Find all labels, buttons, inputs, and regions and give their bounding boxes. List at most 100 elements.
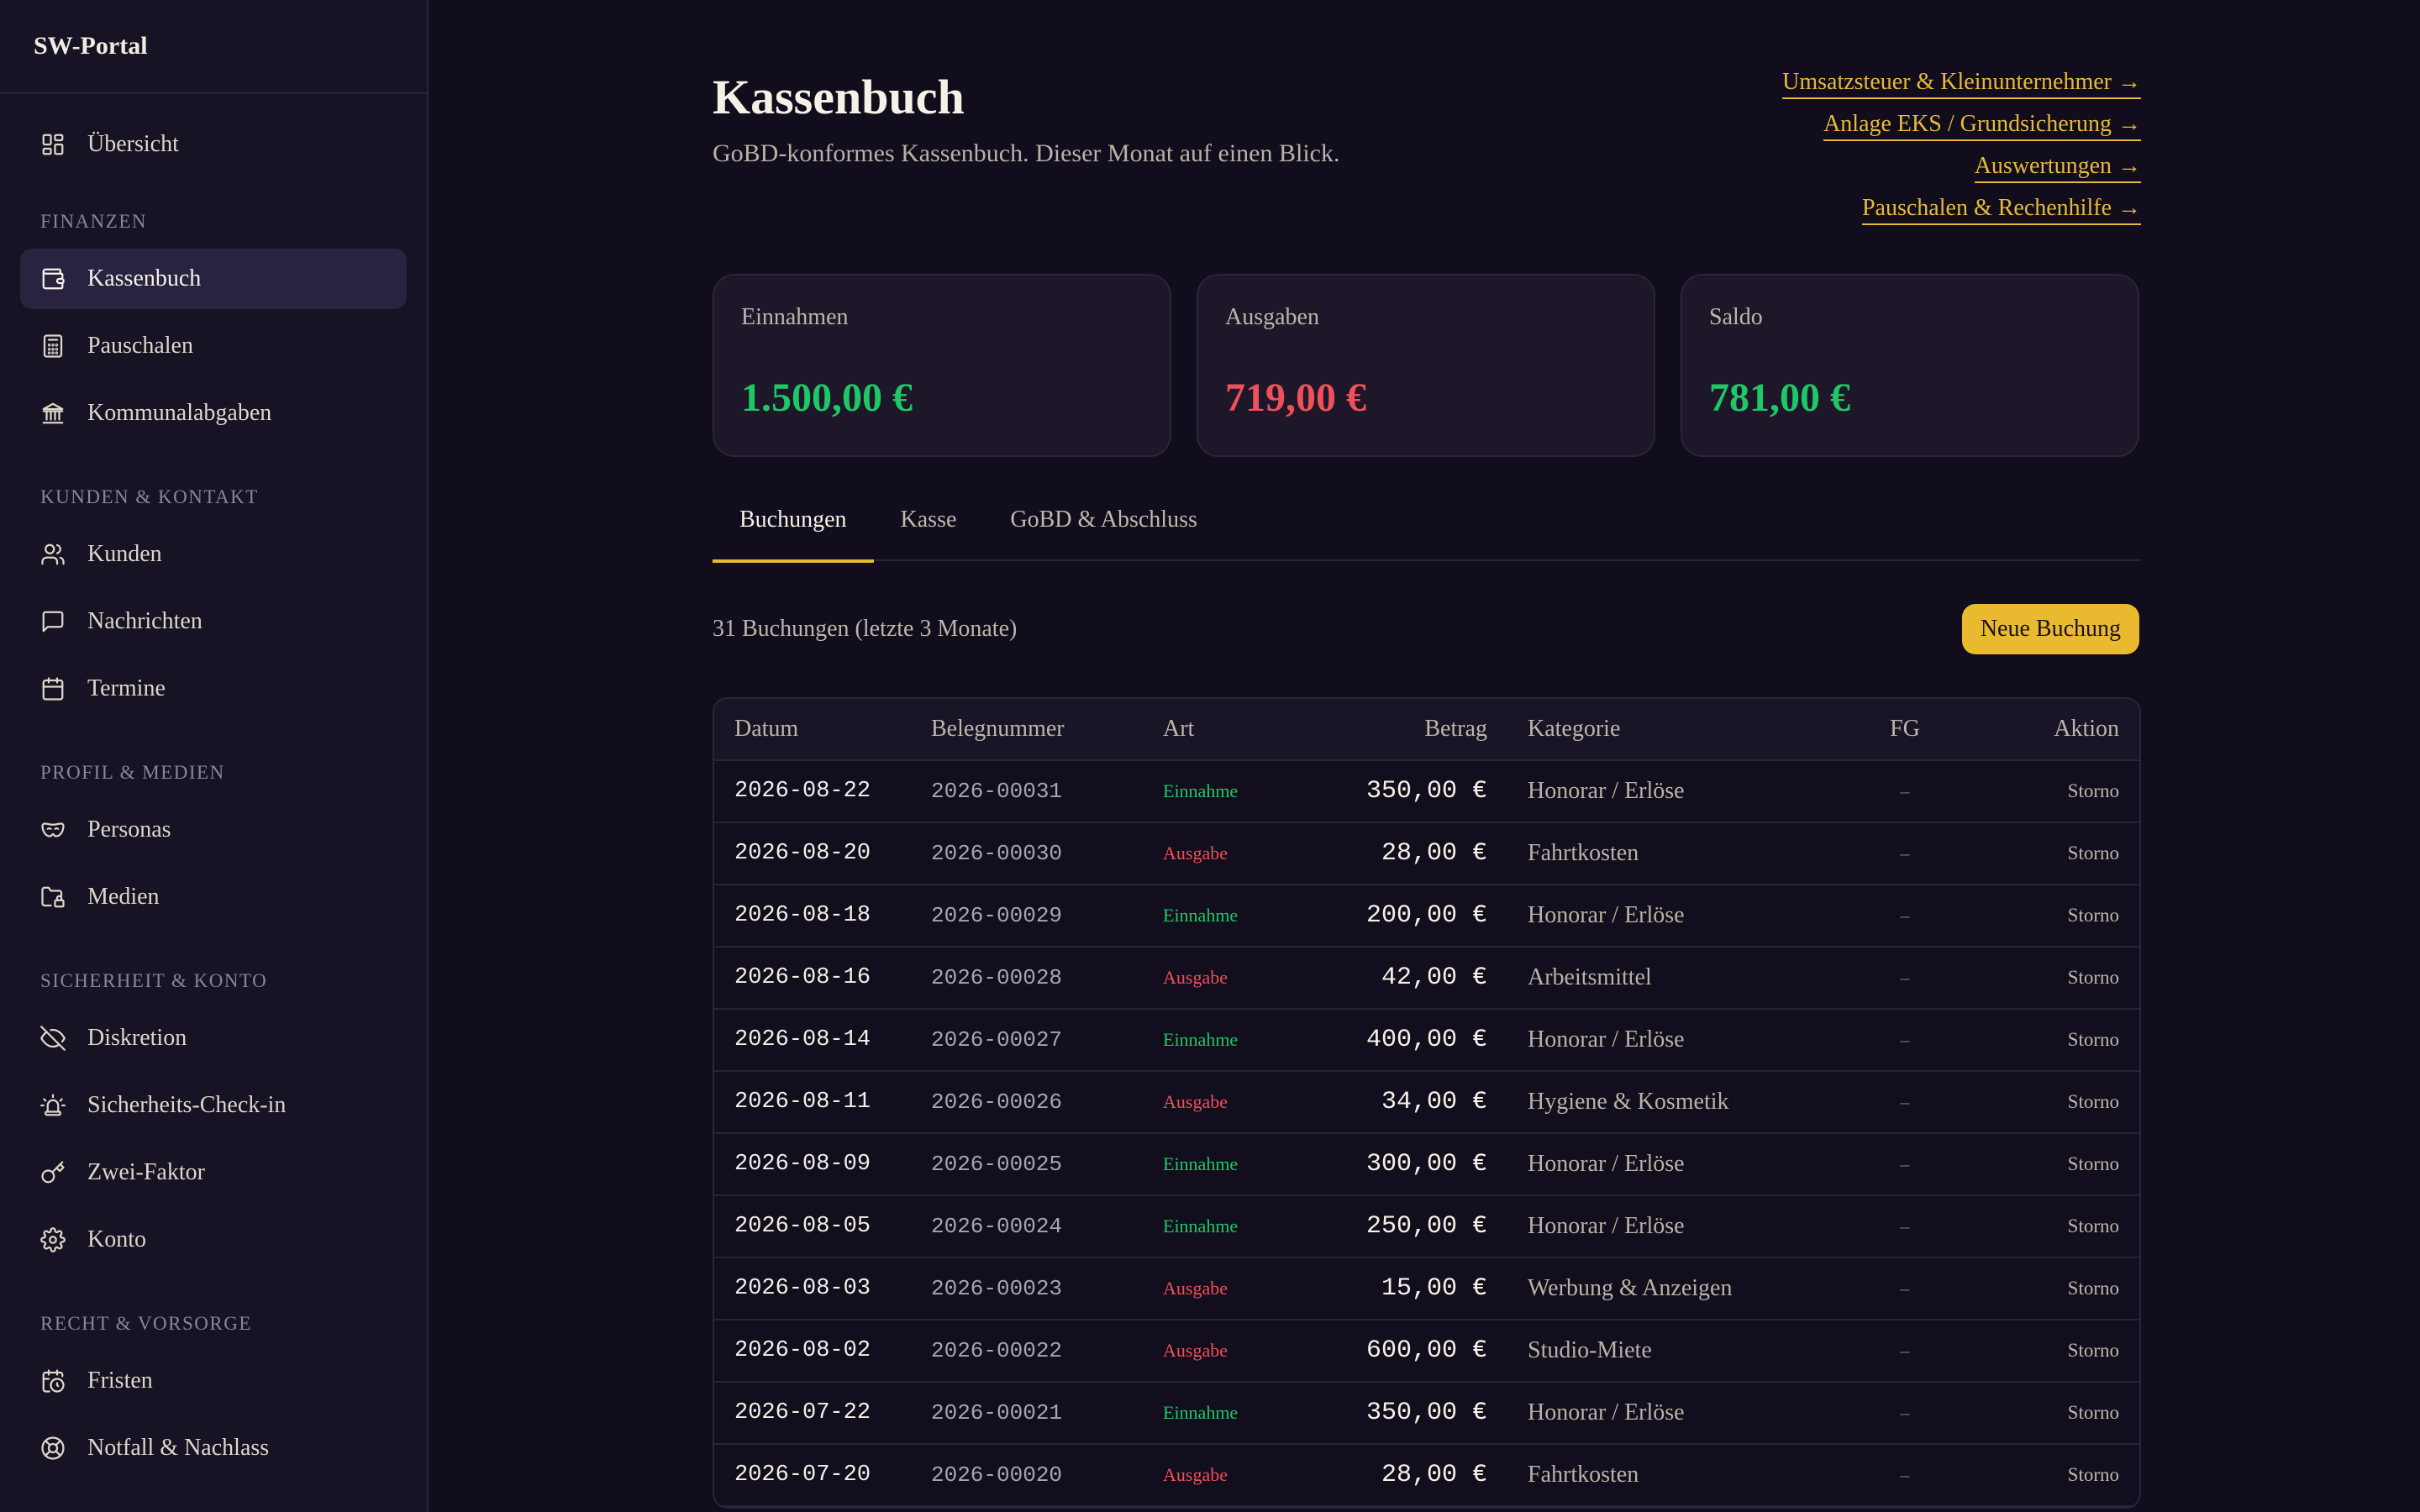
- storno-button[interactable]: Storno: [2067, 905, 2119, 926]
- cell-betrag: 15,00 €: [1381, 1274, 1487, 1303]
- cell-art: Einnahme: [1163, 1153, 1239, 1174]
- tab-buchungen[interactable]: Buchungen: [713, 506, 874, 563]
- cell-kategorie: Honorar / Erlöse: [1528, 1213, 1685, 1239]
- cell-belegnummer: 2026-00024: [931, 1214, 1063, 1239]
- storno-button[interactable]: Storno: [2067, 967, 2119, 988]
- brand-logo[interactable]: SW-Portal: [0, 0, 427, 94]
- card-ausgaben: Ausgaben 719,00 €: [1197, 274, 1655, 457]
- cell-art: Einnahme: [1163, 1029, 1239, 1050]
- header-betrag[interactable]: Betrag: [1424, 716, 1487, 742]
- main-content: Kassenbuch GoBD-konformes Kassenbuch. Di…: [429, 0, 2420, 1512]
- storno-button[interactable]: Storno: [2067, 1464, 2119, 1485]
- cell-fg: –: [1900, 1340, 1910, 1361]
- sidebar-item-konto[interactable]: Konto: [20, 1210, 407, 1270]
- tab-gobd-abschluss[interactable]: GoBD & Abschluss: [1010, 507, 1197, 533]
- header-belegnummer[interactable]: Belegnummer: [931, 716, 1065, 742]
- header-kategorie[interactable]: Kategorie: [1528, 716, 1621, 742]
- sidebar-item-diskretion[interactable]: Diskretion: [20, 1008, 407, 1068]
- sidebar-section-title: RECHT & VORSORGE: [40, 1313, 252, 1334]
- cell-kategorie: Honorar / Erlöse: [1528, 1151, 1685, 1177]
- sidebar-item-pauschalen[interactable]: Pauschalen: [20, 316, 407, 376]
- link-anlage-eks[interactable]: Anlage EKS / Grundsicherung →: [1823, 109, 2141, 141]
- new-booking-button[interactable]: Neue Buchung: [1961, 604, 2139, 654]
- table-row: 2026-08-16 2026-00028 Ausgabe 42,00 € Arbeit…: [714, 948, 2139, 1010]
- cell-belegnummer: 2026-00029: [931, 903, 1063, 928]
- sidebar-item-label: Diskretion: [87, 1025, 187, 1051]
- calendar-clock-icon: [42, 1369, 65, 1393]
- cell-fg: –: [1900, 1402, 1910, 1423]
- bank-icon: [42, 402, 64, 424]
- cell-kategorie: Hygiene & Kosmetik: [1528, 1089, 1729, 1115]
- sidebar-section-title: KUNDEN & KONTAKT: [40, 486, 259, 507]
- table-row: 2026-08-18 2026-00029 Einnahme 200,00 € Hono…: [714, 885, 2139, 948]
- cell-art: Einnahme: [1163, 905, 1239, 926]
- cell-art: Einnahme: [1163, 1402, 1239, 1423]
- sidebar-item-label: Übersicht: [87, 131, 179, 157]
- page-header: Kassenbuch GoBD-konformes Kassenbuch. Di…: [713, 0, 2141, 260]
- cell-datum: 2026-08-11: [734, 1089, 871, 1115]
- sidebar-item-label: Pauschalen: [87, 333, 193, 359]
- storno-button[interactable]: Storno: [2067, 1278, 2119, 1299]
- storno-button[interactable]: Storno: [2067, 1340, 2119, 1361]
- cell-datum: 2026-08-03: [734, 1276, 871, 1301]
- cell-fg: –: [1900, 1029, 1910, 1050]
- cell-art: Einnahme: [1163, 1215, 1239, 1236]
- cell-belegnummer: 2026-00020: [931, 1462, 1063, 1488]
- header-datum[interactable]: Datum: [734, 716, 799, 742]
- cell-kategorie: Werbung & Anzeigen: [1528, 1275, 1733, 1301]
- link-auswertungen[interactable]: Auswertungen →: [1974, 151, 2141, 183]
- sidebar-item-personas[interactable]: Personas: [20, 800, 407, 860]
- sidebar-item-label: Kassenbuch: [87, 265, 202, 291]
- cell-fg: –: [1900, 843, 1910, 864]
- sidebar-item-fristen[interactable]: Fristen: [20, 1351, 407, 1411]
- users-icon: [41, 543, 65, 565]
- table-row: 2026-08-14 2026-00027 Einnahme 400,00 € Hono…: [714, 1010, 2139, 1072]
- cell-kategorie: Honorar / Erlöse: [1528, 1399, 1685, 1425]
- table-row: 2026-08-22 2026-00031 Einnahme 350,00 € Hono…: [714, 761, 2139, 823]
- cell-betrag: 400,00 €: [1365, 1026, 1487, 1054]
- cell-betrag: 28,00 €: [1381, 839, 1487, 868]
- calculator-icon: [43, 334, 63, 358]
- storno-button[interactable]: Storno: [2067, 780, 2119, 801]
- cell-fg: –: [1900, 905, 1910, 926]
- sidebar-item-medien[interactable]: Medien: [20, 867, 407, 927]
- cell-datum: 2026-08-22: [734, 779, 871, 804]
- sidebar-item-label: Sicherheits-Check-in: [87, 1092, 287, 1118]
- sidebar-item-zwei-faktor[interactable]: Zwei-Faktor: [20, 1142, 407, 1203]
- sidebar-item-nachrichten[interactable]: Nachrichten: [20, 591, 407, 652]
- storno-button[interactable]: Storno: [2067, 1091, 2119, 1112]
- sidebar-item-termine[interactable]: Termine: [20, 659, 407, 719]
- link-pauschalen[interactable]: Pauschalen & Rechenhilfe →: [1861, 193, 2141, 225]
- sidebar-item-übersicht[interactable]: Übersicht: [20, 114, 407, 175]
- sidebar-item-notfall-nachlass[interactable]: Notfall & Nachlass: [20, 1418, 407, 1478]
- sidebar-item-label: Zwei-Faktor: [87, 1159, 205, 1185]
- card-saldo: Saldo 781,00 €: [1681, 274, 2139, 457]
- cell-datum: 2026-08-16: [734, 965, 871, 990]
- header-fg[interactable]: FG: [1890, 716, 1920, 742]
- cell-betrag: 42,00 €: [1381, 963, 1487, 992]
- link-umsatzsteuer[interactable]: Umsatzsteuer & Kleinunternehmer →: [1782, 67, 2141, 99]
- sidebar-item-label: Personas: [87, 816, 171, 843]
- sidebar-item-sicherheits-check-in[interactable]: Sicherheits-Check-in: [20, 1075, 407, 1136]
- header-art[interactable]: Art: [1163, 716, 1195, 742]
- table-row: 2026-08-20 2026-00030 Ausgabe 28,00 € Fahrtk…: [714, 823, 2139, 885]
- cell-belegnummer: 2026-00026: [931, 1089, 1063, 1115]
- table-row: 2026-08-05 2026-00024 Einnahme 250,00 € Hono…: [714, 1196, 2139, 1258]
- cell-datum: 2026-07-20: [734, 1462, 871, 1488]
- sidebar-item-label: Nachrichten: [87, 608, 203, 634]
- mask-icon: [41, 822, 65, 837]
- storno-button[interactable]: Storno: [2067, 1153, 2119, 1174]
- sidebar-item-kunden[interactable]: Kunden: [20, 524, 407, 585]
- cell-datum: 2026-08-09: [734, 1152, 871, 1177]
- cell-kategorie: Honorar / Erlöse: [1528, 902, 1685, 928]
- storno-button[interactable]: Storno: [2067, 1029, 2119, 1050]
- storno-button[interactable]: Storno: [2067, 1402, 2119, 1423]
- sidebar-item-kommunalabgaben[interactable]: Kommunalabgaben: [20, 383, 407, 444]
- cell-art: Ausgabe: [1163, 967, 1228, 988]
- storno-button[interactable]: Storno: [2067, 1215, 2119, 1236]
- cell-kategorie: Fahrtkosten: [1528, 1462, 1639, 1488]
- tab-kasse[interactable]: Kasse: [900, 507, 957, 533]
- card-value: 719,00 €: [1225, 375, 1366, 420]
- storno-button[interactable]: Storno: [2067, 843, 2119, 864]
- sidebar-item-kassenbuch[interactable]: Kassenbuch: [20, 249, 407, 309]
